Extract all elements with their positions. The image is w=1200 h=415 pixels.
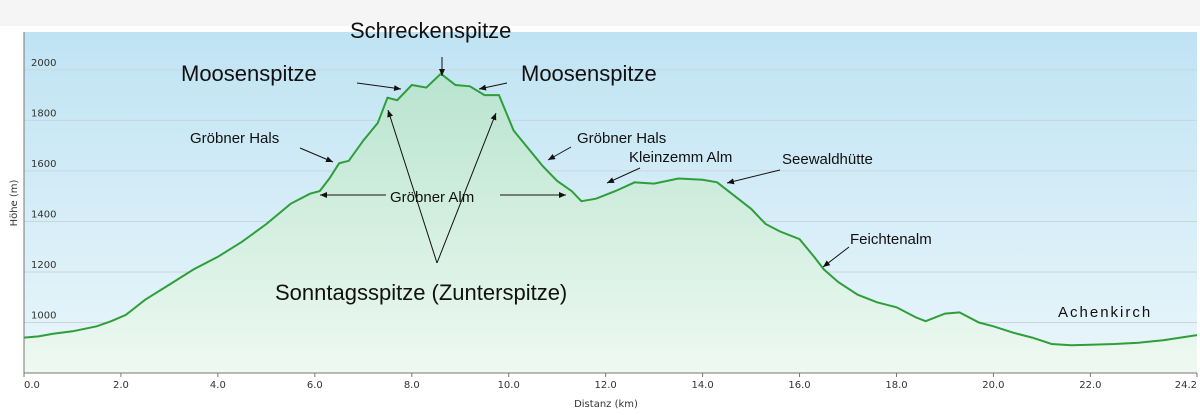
x-tick-label: 0.0 bbox=[24, 380, 40, 391]
y-tick-labels: 1000 1200 1400 1600 1800 2000 bbox=[31, 58, 56, 322]
y-tick-label: 2000 bbox=[31, 58, 56, 69]
annotation-moosenspitze-right: Moosenspitze bbox=[521, 61, 657, 86]
annotation-kleinzemm-alm: Kleinzemm Alm bbox=[629, 149, 732, 166]
y-tick-label: 1800 bbox=[31, 108, 56, 119]
x-tick-label: 24.2 bbox=[1175, 380, 1197, 391]
top-toolbar-strip bbox=[0, 0, 1200, 26]
x-tick-label: 6.0 bbox=[307, 380, 323, 391]
x-axis-label: Distanz (km) bbox=[574, 399, 638, 410]
annotation-groebner-hals-right: Gröbner Hals bbox=[577, 130, 666, 147]
y-tick-label: 1400 bbox=[31, 209, 56, 220]
annotation-schreckenspitze: Schreckenspitze bbox=[350, 18, 511, 43]
y-axis-label: Höhe (m) bbox=[9, 179, 20, 226]
annotations: Schreckenspitze Moosenspitze Moosenspitz… bbox=[181, 18, 1152, 321]
elevation-line bbox=[23, 72, 1198, 347]
x-tick-label: 2.0 bbox=[113, 380, 129, 391]
y-tick-label: 1200 bbox=[31, 260, 56, 271]
annotation-arrow bbox=[356, 82, 402, 92]
elevation-area bbox=[24, 73, 1197, 373]
y-tick-label: 1600 bbox=[31, 159, 56, 170]
annotation-moosenspitze-left: Moosenspitze bbox=[181, 61, 317, 86]
x-tick-label: 20.0 bbox=[982, 380, 1004, 391]
annotation-arrow bbox=[606, 167, 641, 184]
annotation-sonntagsspitze: Sonntagsspitze (Zunterspitze) bbox=[275, 280, 567, 305]
x-tick-label: 22.0 bbox=[1079, 380, 1101, 391]
x-tick-label: 14.0 bbox=[691, 380, 713, 391]
annotation-arrow bbox=[387, 109, 438, 264]
x-tick-labels: 0.0 2.0 4.0 6.0 8.0 10.0 12.0 14.0 16.0 18.0 20.0 2… bbox=[23, 373, 1198, 391]
annotation-arrow bbox=[822, 246, 850, 268]
annotation-arrow bbox=[299, 147, 334, 163]
x-tick-label: 4.0 bbox=[210, 380, 226, 391]
x-tick-label: 12.0 bbox=[595, 380, 617, 391]
annotation-groebner-hals-left: Gröbner Hals bbox=[190, 130, 279, 147]
annotation-arrow bbox=[478, 82, 508, 91]
annotation-arrow bbox=[547, 146, 572, 161]
x-tick-label: 10.0 bbox=[498, 380, 520, 391]
x-tick-label: 16.0 bbox=[788, 380, 810, 391]
annotation-arrows bbox=[299, 57, 850, 268]
annotation-arrow bbox=[436, 112, 497, 264]
y-tick-label: 1000 bbox=[31, 310, 56, 321]
annotation-feichtenalm: Feichtenalm bbox=[850, 231, 932, 248]
annotation-achenkirch: Achenkirch bbox=[1058, 304, 1152, 321]
annotation-seewaldhuette: Seewaldhütte bbox=[782, 151, 873, 168]
annotation-groebner-alm: Gröbner Alm bbox=[390, 189, 474, 206]
axes bbox=[23, 32, 1197, 374]
x-tick-label: 8.0 bbox=[404, 380, 420, 391]
annotation-arrow bbox=[726, 169, 781, 185]
x-tick-label: 18.0 bbox=[885, 380, 907, 391]
